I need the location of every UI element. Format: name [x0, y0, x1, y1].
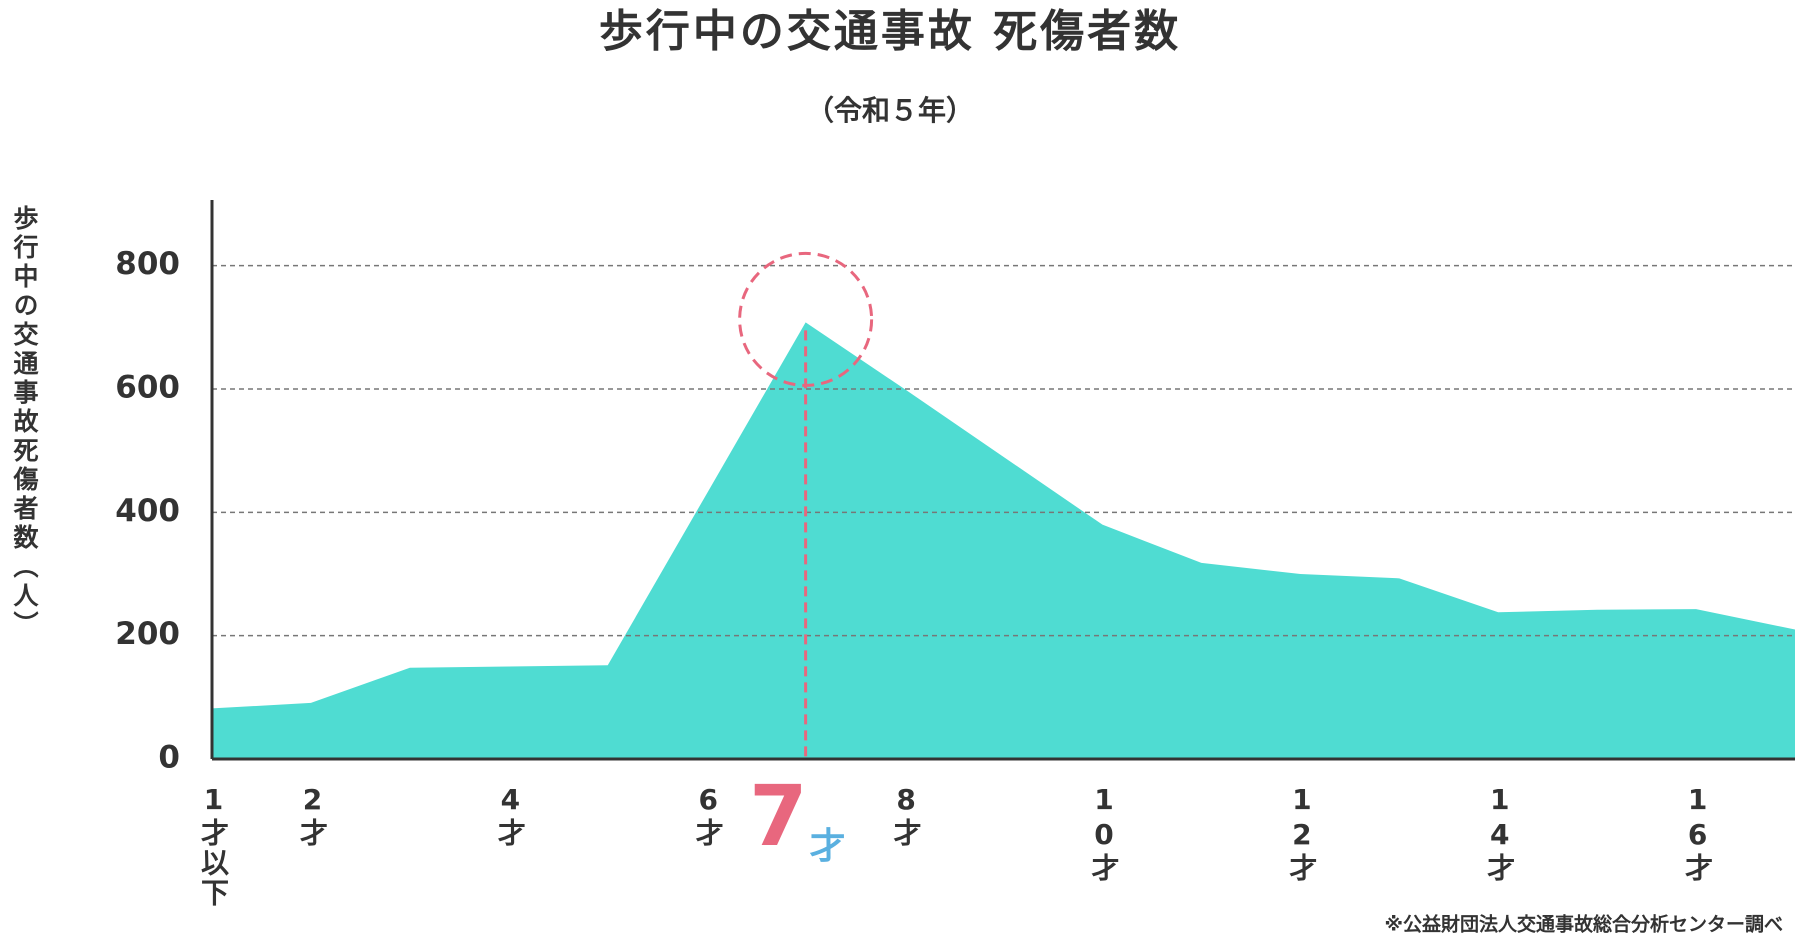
y-tick-label: 800	[115, 246, 180, 282]
highlight-circle	[738, 251, 874, 387]
x-tick-label: 6才	[692, 783, 725, 848]
y-tick-label: 600	[115, 370, 180, 406]
highlight-number: 7	[749, 767, 807, 865]
highlight-unit: 才	[810, 826, 846, 867]
y-tick-label: 400	[115, 493, 180, 529]
x-tick-label: 1才以下	[197, 783, 230, 908]
x-tick-label: 8才	[890, 783, 923, 848]
x-tick-label: 10才	[1087, 783, 1120, 883]
y-tick-label: 0	[158, 740, 180, 776]
y-axis-label: 歩行中の交通事故死傷者数（人）	[10, 205, 40, 640]
x-tick-label: 4才	[494, 783, 527, 848]
source-note: ※公益財団法人交通事故総合分析センター調べ	[1385, 913, 1783, 936]
y-tick-label: 200	[115, 616, 180, 652]
chart-subtitle: （令和５年）	[806, 94, 974, 127]
x-tick-label: 16才	[1681, 783, 1714, 883]
area	[212, 322, 1795, 759]
chart-title: 歩行中の交通事故 死傷者数	[599, 6, 1181, 57]
x-tick-label: 12才	[1285, 783, 1318, 883]
x-tick-label: 14才	[1483, 783, 1516, 883]
x-tick-label: 2才	[296, 783, 329, 848]
